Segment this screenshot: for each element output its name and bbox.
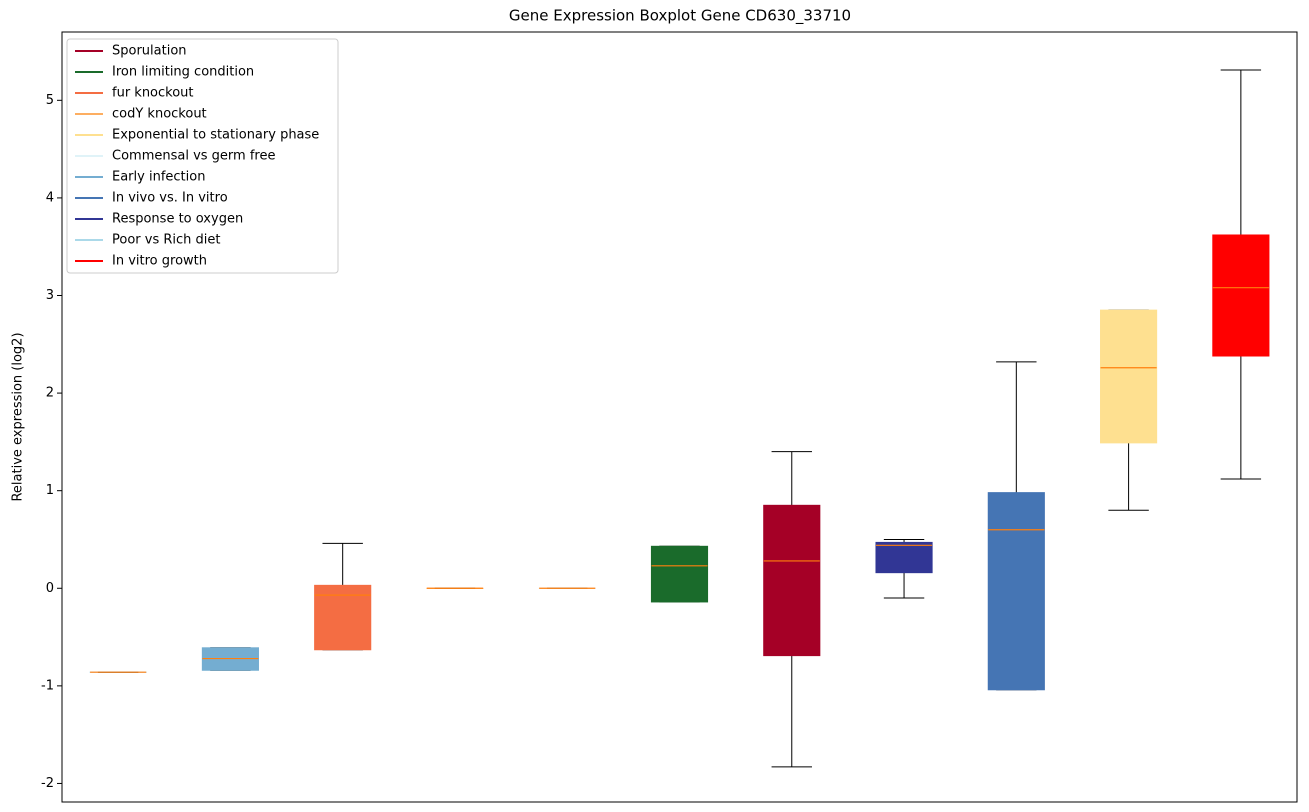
y-tick-label: 5: [46, 93, 54, 108]
legend-label: Iron limiting condition: [112, 65, 254, 80]
y-tick-label: 4: [46, 190, 54, 205]
box: [650, 545, 709, 603]
y-tick-label: 3: [46, 288, 54, 303]
box: [875, 541, 933, 574]
legend-label: Poor vs Rich diet: [112, 233, 220, 248]
legend-label: fur knockout: [112, 86, 194, 101]
legend-label: Early infection: [112, 170, 205, 185]
box: [1100, 309, 1158, 444]
box: [987, 492, 1045, 691]
legend-label: Exponential to stationary phase: [112, 128, 319, 143]
chart-title: Gene Expression Boxplot Gene CD630_33710: [509, 7, 851, 26]
y-tick-label: -2: [41, 776, 54, 791]
y-tick-label: 0: [46, 581, 54, 596]
y-tick-label: 1: [46, 483, 54, 498]
plot-frame: [61, 31, 1298, 803]
box: [314, 584, 372, 651]
legend-label: Response to oxygen: [112, 212, 243, 227]
legend-label: codY knockout: [112, 107, 207, 122]
legend-label: In vivo vs. In vitro: [112, 191, 228, 206]
legend-label: In vitro growth: [112, 254, 207, 269]
box: [763, 504, 821, 657]
legend-box: [66, 38, 339, 274]
legend-label: Commensal vs germ free: [112, 149, 275, 164]
y-tick-label: 2: [46, 386, 54, 401]
legend-label: Sporulation: [112, 44, 187, 59]
y-axis-label: Relative expression (log2): [11, 332, 26, 501]
y-tick-label: -1: [41, 678, 54, 693]
box: [1212, 234, 1270, 357]
